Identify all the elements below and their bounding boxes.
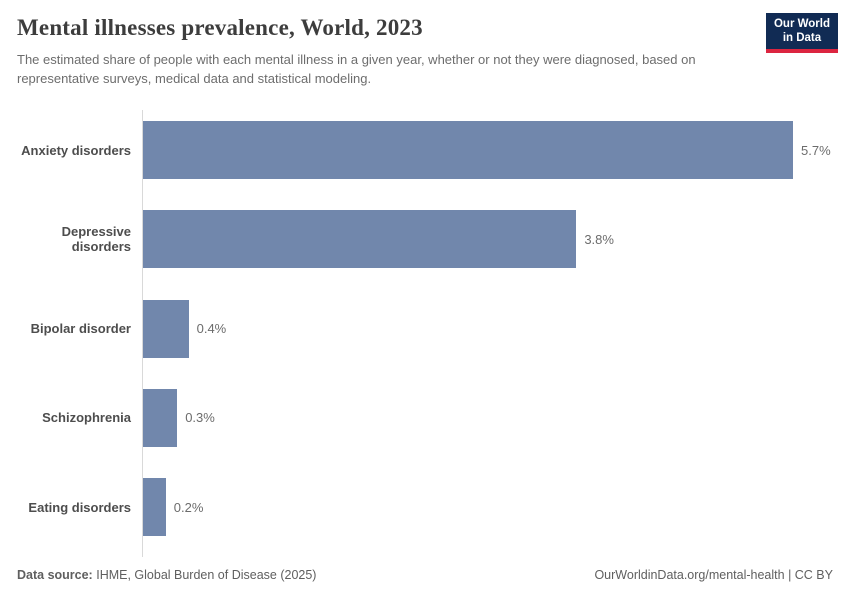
- bar-row: Anxiety disorders 5.7%: [0, 121, 850, 179]
- category-label: Schizophrenia: [42, 410, 131, 426]
- bar-row: Depressive disorders 3.8%: [0, 210, 850, 269]
- owid-logo[interactable]: Our World in Data: [765, 13, 838, 53]
- owid-url-license[interactable]: OurWorldinData.org/mental-health | CC BY: [594, 568, 833, 582]
- bar[interactable]: [143, 299, 189, 358]
- bar-rows: Anxiety disorders 5.7% Depressive disorder…: [0, 121, 850, 537]
- category-label: Bipolar disorder: [30, 321, 131, 337]
- bar[interactable]: [143, 210, 577, 269]
- bar[interactable]: [143, 478, 166, 537]
- bar-row: Eating disorders 0.2%: [0, 478, 850, 537]
- category-label: Anxiety disorders: [21, 142, 131, 158]
- chart-footer: Data source: IHME, Global Burden of Dise…: [17, 568, 833, 582]
- bar-row: Bipolar disorder 0.4%: [0, 299, 850, 358]
- data-source-label: Data source:: [17, 568, 93, 582]
- value-label: 0.2%: [173, 499, 204, 515]
- data-source-note: Data source: IHME, Global Burden of Dise…: [17, 568, 316, 582]
- bar-row: Schizophrenia 0.3%: [0, 388, 850, 447]
- chart-header: Mental illnesses prevalence, World, 2023…: [17, 15, 727, 88]
- value-label: 0.3%: [185, 410, 215, 426]
- data-source-value: IHME, Global Burden of Disease (2025): [96, 568, 317, 582]
- owid-logo-line2: in Data: [782, 32, 822, 45]
- category-label: Depressive disorders: [61, 224, 131, 255]
- owid-logo-line1: Our World: [773, 18, 830, 30]
- value-label: 5.7%: [801, 142, 831, 158]
- value-label: 0.4%: [196, 321, 227, 337]
- bar-chart: Anxiety disorders 5.7% Depressive disorder…: [0, 121, 850, 567]
- value-label: 3.8%: [584, 231, 614, 247]
- category-label: Eating disorders: [28, 499, 131, 515]
- page-title: Mental illnesses prevalence, World, 2023: [17, 15, 423, 40]
- y-axis-line: [142, 110, 143, 557]
- bar[interactable]: [143, 388, 178, 447]
- chart-subtitle: The estimated share of people with each …: [17, 52, 696, 87]
- bar[interactable]: [143, 121, 793, 179]
